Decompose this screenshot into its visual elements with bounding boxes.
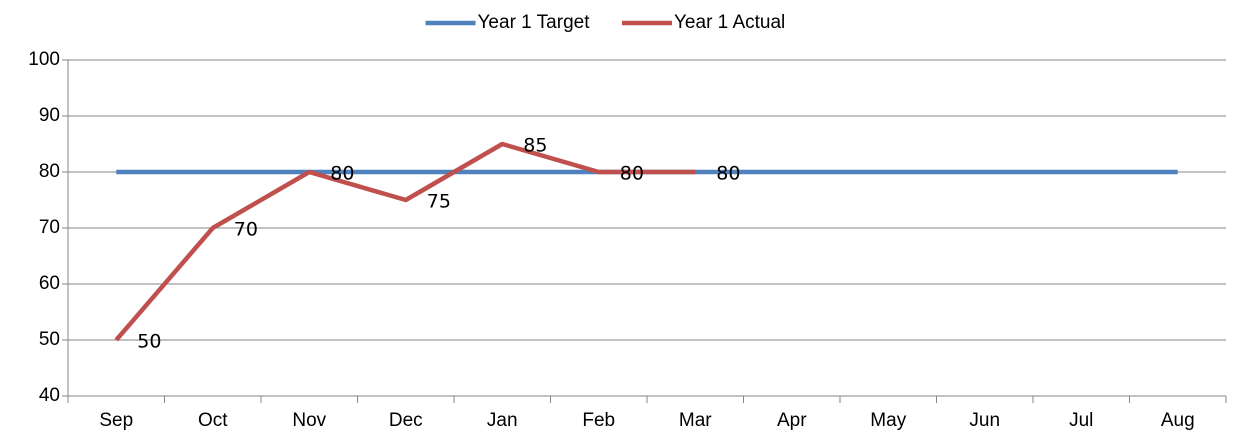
x-tick-label: Nov (292, 410, 326, 431)
legend-label: Year 1 Actual (674, 12, 785, 33)
x-tick-label: Jul (1069, 410, 1093, 431)
data-label: 85 (523, 135, 547, 157)
x-tick-label: May (870, 410, 906, 431)
x-tick-label: Dec (389, 410, 423, 431)
data-label: 50 (137, 331, 161, 353)
x-tick-label: Aug (1161, 410, 1195, 431)
x-tick-label: Jan (487, 410, 518, 431)
legend-label: Year 1 Target (478, 12, 591, 33)
y-tick-label: 90 (39, 105, 60, 126)
x-tick-label: Feb (582, 410, 615, 431)
y-tick-label: 70 (39, 217, 60, 238)
x-tick-label: Sep (99, 410, 133, 431)
x-tick-label: Jun (969, 410, 1000, 431)
data-label: 80 (330, 163, 354, 185)
y-tick-label: 100 (28, 49, 60, 70)
series-line (114, 141, 696, 342)
y-tick-label: 50 (39, 329, 60, 350)
y-tick-label: 40 (39, 385, 60, 406)
x-tick-label: Oct (198, 410, 228, 431)
y-tick-label: 60 (39, 273, 60, 294)
x-tick-label: Apr (777, 410, 807, 431)
data-label: 80 (620, 163, 644, 185)
data-label: 80 (716, 163, 740, 185)
data-label: 70 (234, 219, 258, 241)
data-label: 75 (427, 191, 451, 213)
x-tick-label: Mar (679, 410, 712, 431)
y-tick-label: 80 (39, 161, 60, 182)
